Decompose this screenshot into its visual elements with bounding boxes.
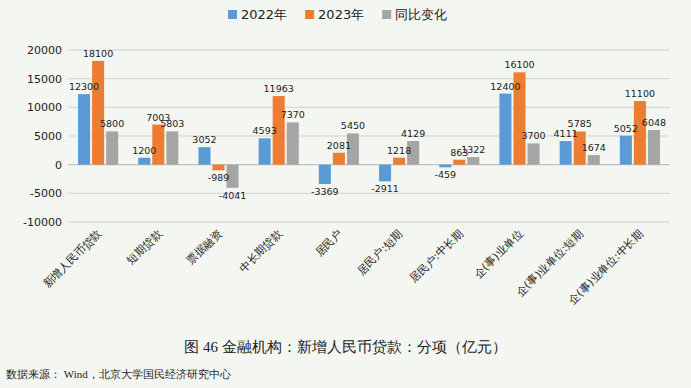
data-label: 4129	[401, 128, 425, 139]
x-tick-label: 居民户	[312, 227, 345, 260]
bar	[393, 158, 405, 165]
data-label: 1674	[582, 142, 606, 153]
y-tick-label: 5000	[34, 130, 62, 143]
bar	[439, 165, 451, 168]
y-tick-label: 20000	[27, 44, 62, 57]
grid-line	[68, 107, 670, 108]
y-tick-label: 0	[55, 159, 62, 172]
bar	[379, 165, 391, 182]
legend-label: 2023年	[318, 7, 364, 22]
data-label: -989	[208, 172, 230, 183]
data-label: 12300	[69, 81, 99, 92]
data-label: 5785	[568, 118, 592, 129]
data-label: 4593	[253, 125, 277, 136]
data-label: 5052	[614, 123, 638, 134]
grid-line	[68, 78, 670, 79]
data-label: 1200	[132, 145, 156, 156]
data-label: 1218	[387, 145, 411, 156]
bar	[499, 94, 511, 165]
bar	[198, 147, 210, 164]
data-label: 2081	[327, 140, 351, 151]
bar	[78, 94, 90, 165]
data-label: 11100	[625, 88, 655, 99]
legend-label: 同比变化	[395, 7, 447, 22]
x-tick-label: 新增人民币贷款	[41, 227, 105, 291]
data-label: 3052	[192, 134, 216, 145]
data-label: 5800	[100, 118, 124, 129]
x-tick-label: 居民户:短期	[355, 227, 406, 278]
bar	[212, 165, 224, 171]
bar	[287, 122, 299, 164]
bar	[453, 160, 465, 165]
grid-line	[68, 50, 670, 51]
x-tick-label: 企(事)业单位	[471, 227, 525, 281]
grid-line	[68, 193, 670, 194]
y-tick-label: -5000	[30, 187, 62, 200]
x-tick-label: 居民户:中长期	[407, 227, 465, 285]
data-labels: 12300 1200 3052 4593 -3369 -2911 -459 12400 4111…	[69, 48, 666, 201]
data-label: 18100	[83, 48, 113, 59]
data-label: 16100	[504, 59, 534, 70]
data-label: 7370	[281, 109, 305, 120]
bar	[333, 153, 345, 165]
data-label: 3700	[521, 130, 545, 141]
data-label: -459	[434, 169, 456, 180]
data-label: 5803	[160, 118, 184, 129]
legend-swatch	[228, 10, 237, 19]
bar	[138, 158, 150, 165]
bar	[560, 141, 572, 165]
data-label: -3369	[311, 186, 339, 197]
grid-line	[68, 222, 670, 223]
data-label: -4041	[219, 190, 247, 201]
bar	[620, 136, 632, 165]
data-label: 1322	[461, 144, 485, 155]
bar	[92, 61, 104, 165]
legend-label: 2022年	[241, 7, 287, 22]
bar	[259, 138, 271, 164]
legend-item: 2022年	[228, 7, 287, 22]
bar	[528, 143, 540, 164]
legend-swatch	[305, 10, 314, 19]
bar	[106, 131, 118, 164]
data-label: 5450	[341, 120, 365, 131]
chart: -10000 -5000 0 5000 10000 15000 20000 12300 1200…	[0, 0, 691, 388]
y-tick-label: -10000	[23, 216, 62, 229]
data-label: 11963	[264, 83, 294, 94]
y-tick-label: 15000	[27, 73, 62, 86]
data-label: 4111	[554, 128, 578, 139]
source: 数据来源： Wind，北京大学国民经济研究中心	[6, 368, 231, 380]
x-tick-label: 企(事)业单位:中长期	[566, 227, 646, 307]
data-label: -2911	[371, 183, 399, 194]
y-tick-label: 10000	[27, 101, 62, 114]
legend-swatch	[382, 10, 391, 19]
legend-item: 2023年	[305, 7, 364, 22]
legend-item: 同比变化	[382, 7, 447, 22]
data-label: 6048	[642, 117, 666, 128]
title: 图 46 金融机构：新增人民币贷款：分项（亿元）	[184, 339, 507, 355]
x-tick-label: 票据融资	[184, 227, 224, 267]
bar	[319, 165, 331, 184]
bar	[648, 130, 660, 165]
data-label: 12400	[490, 81, 520, 92]
bar	[588, 155, 600, 165]
x-tick-label: 短期贷款	[124, 227, 164, 267]
bars	[78, 61, 660, 188]
bar	[166, 131, 178, 164]
bar	[467, 157, 479, 165]
x-tick-label: 中长期贷款	[237, 227, 285, 275]
